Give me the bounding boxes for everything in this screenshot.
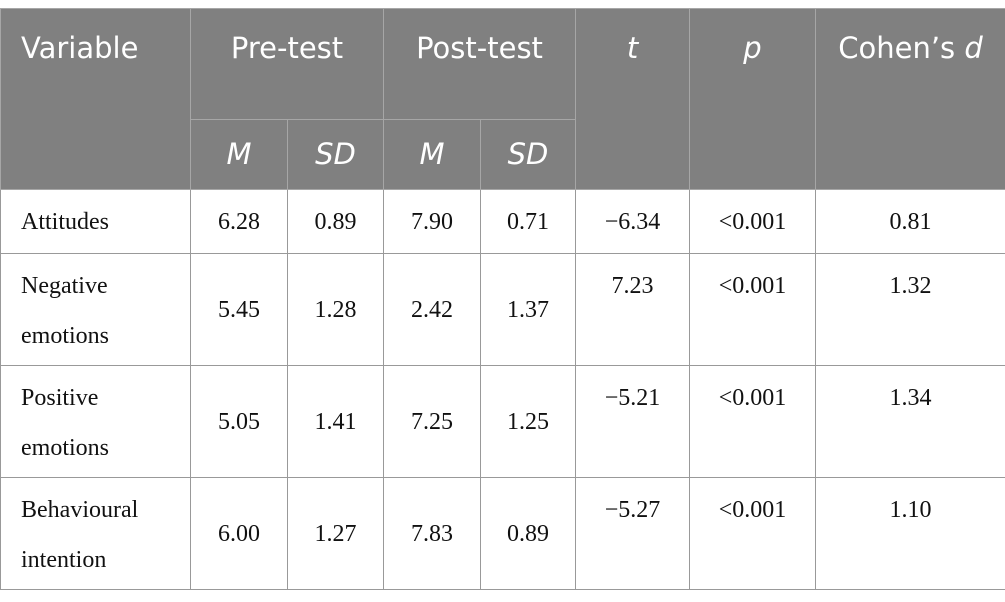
value-cell: <0.001: [689, 477, 817, 590]
body-row: Behavioural intention 6.00 1.27 7.83 0.89 −5.…: [0, 477, 1005, 590]
value-cell: 1.37: [480, 253, 577, 366]
variable-cell: Attitudes: [0, 189, 191, 254]
header-cell: Pre-test: [189, 8, 385, 120]
value-cell: 1.25: [480, 365, 577, 478]
results-table: Variable Pre-test Post-test t p Cohen’s …: [0, 8, 1005, 590]
value-cell: 6.28: [190, 189, 288, 254]
variable-cell: Behavioural intention: [0, 477, 191, 590]
value-cell: 7.83: [383, 477, 482, 590]
value-cell: 5.05: [190, 365, 288, 478]
value-cell: 1.28: [286, 253, 385, 366]
value-cell: 0.81: [815, 189, 1005, 254]
value-cell: 1.10: [815, 477, 1005, 590]
value-cell: 7.90: [383, 189, 482, 254]
subheader-row: M SD M SD: [1, 119, 1005, 190]
value-cell: 0.71: [480, 189, 577, 254]
value-cell: 7.25: [383, 365, 482, 478]
body-row: Negative emotions 5.45 1.28 2.42 1.37 7.23 <0.…: [0, 253, 1005, 366]
variable-cell: Negative emotions: [0, 253, 191, 366]
body-row: Attitudes 6.28 0.89 7.90 0.71 −6.34 <0.001 0.81: [0, 189, 1005, 254]
value-cell: −5.27: [575, 477, 691, 590]
header-symbol: p: [743, 31, 762, 65]
header-row: Variable Pre-test Post-test t p Cohen’s …: [0, 8, 1005, 190]
value-cell: <0.001: [689, 189, 817, 254]
subheader-cell: M: [190, 119, 288, 190]
header-text: Cohen’s: [838, 31, 956, 65]
subheader-cell: SD: [286, 119, 385, 190]
value-cell: −6.34: [575, 189, 691, 254]
value-cell: 1.32: [815, 253, 1005, 366]
value-cell: <0.001: [689, 365, 817, 478]
header-symbol: d: [964, 31, 983, 65]
value-cell: 5.45: [190, 253, 288, 366]
value-cell: 1.41: [286, 365, 385, 478]
variable-cell: Positive emotions: [0, 365, 191, 478]
header-cell: Variable: [0, 8, 191, 190]
value-cell: 7.23: [575, 253, 691, 366]
header-cell: p: [689, 8, 817, 190]
value-cell: 1.27: [286, 477, 385, 590]
value-cell: <0.001: [689, 253, 817, 366]
value-cell: 6.00: [190, 477, 288, 590]
value-cell: 0.89: [286, 189, 385, 254]
value-cell: 1.34: [815, 365, 1005, 478]
subheader-cell: M: [383, 119, 482, 190]
header-cell: t: [575, 8, 691, 190]
header-cell: Cohen’s d: [815, 8, 1005, 190]
header-cell: Post-test: [383, 8, 577, 120]
value-cell: 2.42: [383, 253, 482, 366]
subheader-cell: SD: [480, 119, 577, 190]
table-body: Attitudes 6.28 0.89 7.90 0.71 −6.34 <0.001 0.81…: [0, 189, 1005, 590]
value-cell: 0.89: [480, 477, 577, 590]
value-cell: −5.21: [575, 365, 691, 478]
body-row: Positive emotions 5.05 1.41 7.25 1.25 −5.21 <0…: [0, 365, 1005, 478]
header-symbol: t: [626, 31, 639, 65]
